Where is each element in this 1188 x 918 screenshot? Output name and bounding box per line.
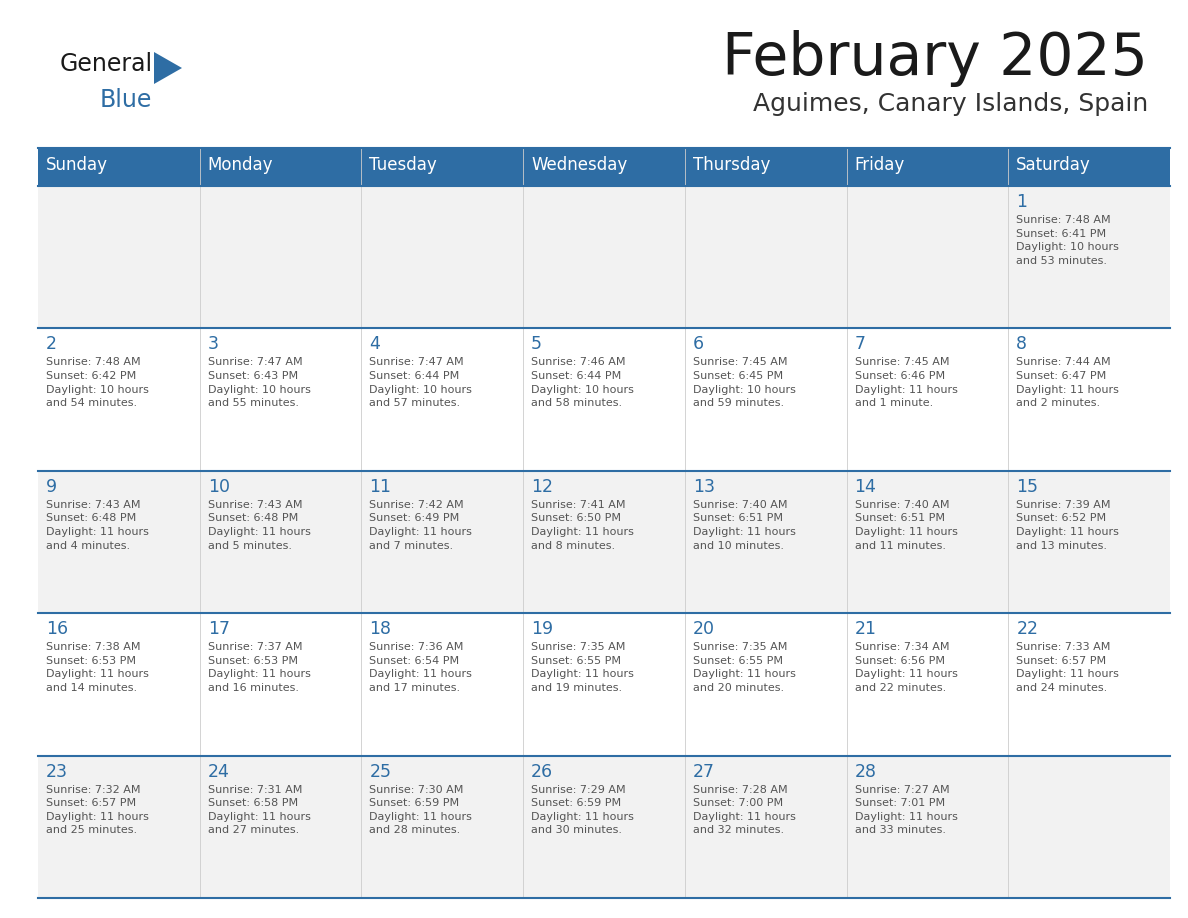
Bar (38, 329, 1170, 471)
Text: Sunrise: 7:40 AM
Sunset: 6:51 PM
Daylight: 11 hours
and 10 minutes.: Sunrise: 7:40 AM Sunset: 6:51 PM Dayligh… (693, 499, 796, 551)
Text: 23: 23 (46, 763, 68, 780)
Text: Friday: Friday (854, 156, 905, 174)
Text: Sunrise: 7:39 AM
Sunset: 6:52 PM
Daylight: 11 hours
and 13 minutes.: Sunrise: 7:39 AM Sunset: 6:52 PM Dayligh… (1016, 499, 1119, 551)
Text: Sunrise: 7:43 AM
Sunset: 6:48 PM
Daylight: 11 hours
and 4 minutes.: Sunrise: 7:43 AM Sunset: 6:48 PM Dayligh… (46, 499, 148, 551)
Text: 8: 8 (1016, 335, 1028, 353)
Text: 21: 21 (854, 621, 877, 638)
Text: Sunrise: 7:47 AM
Sunset: 6:43 PM
Daylight: 10 hours
and 55 minutes.: Sunrise: 7:47 AM Sunset: 6:43 PM Dayligh… (208, 357, 310, 409)
Text: Thursday: Thursday (693, 156, 770, 174)
Text: 13: 13 (693, 477, 715, 496)
Text: Sunrise: 7:33 AM
Sunset: 6:57 PM
Daylight: 11 hours
and 24 minutes.: Sunrise: 7:33 AM Sunset: 6:57 PM Dayligh… (1016, 643, 1119, 693)
Text: Sunrise: 7:45 AM
Sunset: 6:45 PM
Daylight: 10 hours
and 59 minutes.: Sunrise: 7:45 AM Sunset: 6:45 PM Dayligh… (693, 357, 796, 409)
Text: 12: 12 (531, 477, 554, 496)
Text: Sunrise: 7:32 AM
Sunset: 6:57 PM
Daylight: 11 hours
and 25 minutes.: Sunrise: 7:32 AM Sunset: 6:57 PM Dayligh… (46, 785, 148, 835)
Text: Sunrise: 7:29 AM
Sunset: 6:59 PM
Daylight: 11 hours
and 30 minutes.: Sunrise: 7:29 AM Sunset: 6:59 PM Dayligh… (531, 785, 634, 835)
Text: Sunrise: 7:40 AM
Sunset: 6:51 PM
Daylight: 11 hours
and 11 minutes.: Sunrise: 7:40 AM Sunset: 6:51 PM Dayligh… (854, 499, 958, 551)
Text: 10: 10 (208, 477, 229, 496)
Text: 7: 7 (854, 335, 866, 353)
Text: Sunrise: 7:38 AM
Sunset: 6:53 PM
Daylight: 11 hours
and 14 minutes.: Sunrise: 7:38 AM Sunset: 6:53 PM Dayligh… (46, 643, 148, 693)
Text: 2: 2 (46, 335, 57, 353)
Text: Sunrise: 7:47 AM
Sunset: 6:44 PM
Daylight: 10 hours
and 57 minutes.: Sunrise: 7:47 AM Sunset: 6:44 PM Dayligh… (369, 357, 473, 409)
Text: 22: 22 (1016, 621, 1038, 638)
Text: Sunrise: 7:48 AM
Sunset: 6:41 PM
Daylight: 10 hours
and 53 minutes.: Sunrise: 7:48 AM Sunset: 6:41 PM Dayligh… (1016, 215, 1119, 266)
Text: Sunrise: 7:42 AM
Sunset: 6:49 PM
Daylight: 11 hours
and 7 minutes.: Sunrise: 7:42 AM Sunset: 6:49 PM Dayligh… (369, 499, 473, 551)
Text: Sunrise: 7:37 AM
Sunset: 6:53 PM
Daylight: 11 hours
and 16 minutes.: Sunrise: 7:37 AM Sunset: 6:53 PM Dayligh… (208, 643, 310, 693)
Text: 9: 9 (46, 477, 57, 496)
Text: Sunday: Sunday (46, 156, 108, 174)
Bar (38, 613, 1170, 756)
Text: Monday: Monday (208, 156, 273, 174)
Text: 27: 27 (693, 763, 715, 780)
Text: 19: 19 (531, 621, 554, 638)
Text: 26: 26 (531, 763, 554, 780)
Text: 1: 1 (1016, 193, 1028, 211)
Text: 11: 11 (369, 477, 391, 496)
Text: 17: 17 (208, 621, 229, 638)
Text: 4: 4 (369, 335, 380, 353)
Text: Sunrise: 7:43 AM
Sunset: 6:48 PM
Daylight: 11 hours
and 5 minutes.: Sunrise: 7:43 AM Sunset: 6:48 PM Dayligh… (208, 499, 310, 551)
Text: 28: 28 (854, 763, 877, 780)
Text: 14: 14 (854, 477, 877, 496)
Text: Blue: Blue (100, 88, 152, 112)
Bar (38, 471, 1170, 613)
Text: Tuesday: Tuesday (369, 156, 437, 174)
Text: General: General (61, 52, 153, 76)
Text: Sunrise: 7:48 AM
Sunset: 6:42 PM
Daylight: 10 hours
and 54 minutes.: Sunrise: 7:48 AM Sunset: 6:42 PM Dayligh… (46, 357, 148, 409)
Bar (38, 186, 1170, 329)
Text: Sunrise: 7:34 AM
Sunset: 6:56 PM
Daylight: 11 hours
and 22 minutes.: Sunrise: 7:34 AM Sunset: 6:56 PM Dayligh… (854, 643, 958, 693)
Polygon shape (154, 52, 182, 84)
Text: 24: 24 (208, 763, 229, 780)
Text: Wednesday: Wednesday (531, 156, 627, 174)
Text: Sunrise: 7:41 AM
Sunset: 6:50 PM
Daylight: 11 hours
and 8 minutes.: Sunrise: 7:41 AM Sunset: 6:50 PM Dayligh… (531, 499, 634, 551)
Text: 16: 16 (46, 621, 68, 638)
Text: Sunrise: 7:28 AM
Sunset: 7:00 PM
Daylight: 11 hours
and 32 minutes.: Sunrise: 7:28 AM Sunset: 7:00 PM Dayligh… (693, 785, 796, 835)
Text: February 2025: February 2025 (722, 30, 1148, 87)
Text: 5: 5 (531, 335, 542, 353)
Text: Saturday: Saturday (1016, 156, 1091, 174)
Text: 6: 6 (693, 335, 704, 353)
Text: 25: 25 (369, 763, 391, 780)
Text: Sunrise: 7:44 AM
Sunset: 6:47 PM
Daylight: 11 hours
and 2 minutes.: Sunrise: 7:44 AM Sunset: 6:47 PM Dayligh… (1016, 357, 1119, 409)
Text: 3: 3 (208, 335, 219, 353)
Bar (38, 756, 1170, 898)
Text: Sunrise: 7:35 AM
Sunset: 6:55 PM
Daylight: 11 hours
and 20 minutes.: Sunrise: 7:35 AM Sunset: 6:55 PM Dayligh… (693, 643, 796, 693)
Text: Sunrise: 7:35 AM
Sunset: 6:55 PM
Daylight: 11 hours
and 19 minutes.: Sunrise: 7:35 AM Sunset: 6:55 PM Dayligh… (531, 643, 634, 693)
Text: 20: 20 (693, 621, 715, 638)
Text: 15: 15 (1016, 477, 1038, 496)
Text: Aguimes, Canary Islands, Spain: Aguimes, Canary Islands, Spain (753, 92, 1148, 116)
Text: Sunrise: 7:31 AM
Sunset: 6:58 PM
Daylight: 11 hours
and 27 minutes.: Sunrise: 7:31 AM Sunset: 6:58 PM Dayligh… (208, 785, 310, 835)
Text: Sunrise: 7:36 AM
Sunset: 6:54 PM
Daylight: 11 hours
and 17 minutes.: Sunrise: 7:36 AM Sunset: 6:54 PM Dayligh… (369, 643, 473, 693)
Text: Sunrise: 7:46 AM
Sunset: 6:44 PM
Daylight: 10 hours
and 58 minutes.: Sunrise: 7:46 AM Sunset: 6:44 PM Dayligh… (531, 357, 634, 409)
Text: 18: 18 (369, 621, 391, 638)
Bar (38, 148, 1170, 186)
Text: Sunrise: 7:27 AM
Sunset: 7:01 PM
Daylight: 11 hours
and 33 minutes.: Sunrise: 7:27 AM Sunset: 7:01 PM Dayligh… (854, 785, 958, 835)
Text: Sunrise: 7:30 AM
Sunset: 6:59 PM
Daylight: 11 hours
and 28 minutes.: Sunrise: 7:30 AM Sunset: 6:59 PM Dayligh… (369, 785, 473, 835)
Text: Sunrise: 7:45 AM
Sunset: 6:46 PM
Daylight: 11 hours
and 1 minute.: Sunrise: 7:45 AM Sunset: 6:46 PM Dayligh… (854, 357, 958, 409)
